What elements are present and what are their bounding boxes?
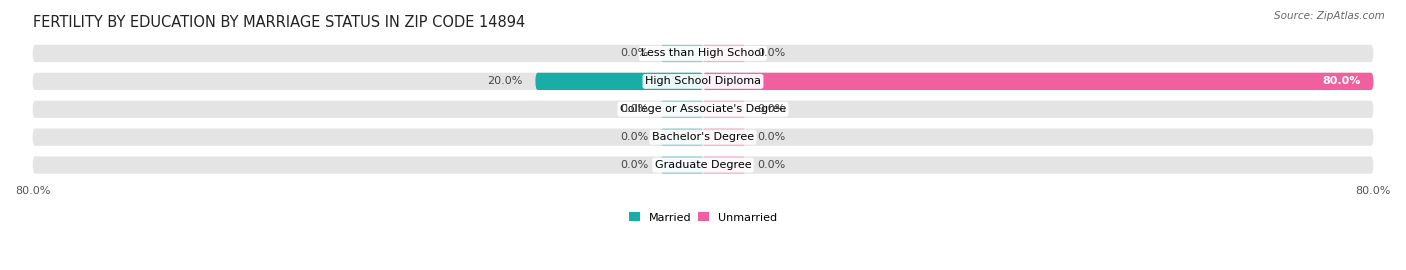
FancyBboxPatch shape	[703, 101, 745, 118]
Text: 20.0%: 20.0%	[488, 76, 523, 86]
FancyBboxPatch shape	[661, 45, 703, 62]
FancyBboxPatch shape	[661, 101, 703, 118]
Text: 0.0%: 0.0%	[758, 49, 786, 59]
FancyBboxPatch shape	[661, 156, 703, 174]
Text: Less than High School: Less than High School	[641, 49, 765, 59]
Text: 0.0%: 0.0%	[620, 49, 648, 59]
Text: 0.0%: 0.0%	[758, 160, 786, 170]
Text: 0.0%: 0.0%	[758, 104, 786, 114]
FancyBboxPatch shape	[32, 101, 1374, 118]
Text: Graduate Degree: Graduate Degree	[655, 160, 751, 170]
FancyBboxPatch shape	[32, 45, 1374, 62]
Text: Source: ZipAtlas.com: Source: ZipAtlas.com	[1274, 11, 1385, 21]
Text: 0.0%: 0.0%	[620, 132, 648, 142]
FancyBboxPatch shape	[703, 45, 745, 62]
Text: 0.0%: 0.0%	[620, 104, 648, 114]
FancyBboxPatch shape	[536, 73, 703, 90]
FancyBboxPatch shape	[32, 156, 1374, 174]
Text: 0.0%: 0.0%	[620, 160, 648, 170]
Text: Bachelor's Degree: Bachelor's Degree	[652, 132, 754, 142]
Legend: Married, Unmarried: Married, Unmarried	[627, 210, 779, 225]
FancyBboxPatch shape	[703, 73, 1374, 90]
FancyBboxPatch shape	[32, 129, 1374, 146]
FancyBboxPatch shape	[703, 129, 745, 146]
Text: 80.0%: 80.0%	[1323, 76, 1361, 86]
Text: 0.0%: 0.0%	[758, 132, 786, 142]
Text: College or Associate's Degree: College or Associate's Degree	[620, 104, 786, 114]
FancyBboxPatch shape	[32, 73, 1374, 90]
Text: High School Diploma: High School Diploma	[645, 76, 761, 86]
Text: FERTILITY BY EDUCATION BY MARRIAGE STATUS IN ZIP CODE 14894: FERTILITY BY EDUCATION BY MARRIAGE STATU…	[32, 15, 524, 30]
FancyBboxPatch shape	[703, 156, 745, 174]
FancyBboxPatch shape	[661, 129, 703, 146]
